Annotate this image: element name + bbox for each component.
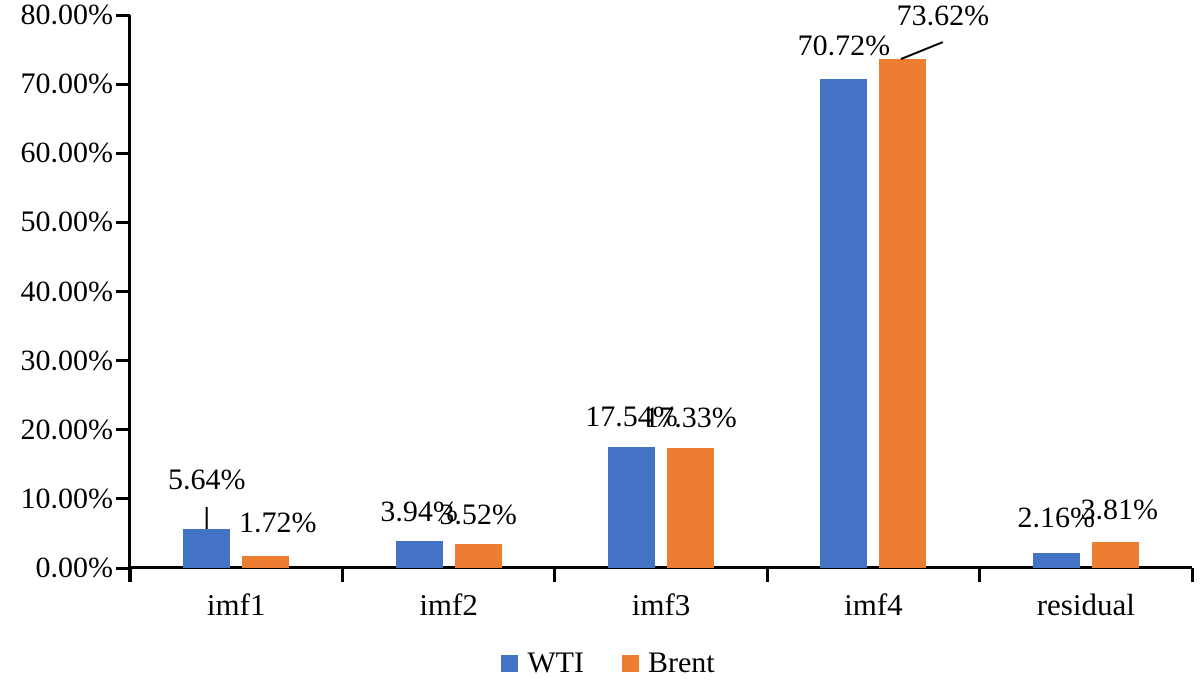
data-label-WTI-residual: 2.16% xyxy=(1017,501,1096,535)
bar-Brent-imf1 xyxy=(242,556,290,568)
bar-WTI-imf2 xyxy=(395,540,443,568)
legend-label: WTI xyxy=(527,646,584,679)
data-label-WTI-imf3: 17.54% xyxy=(585,399,678,433)
y-axis-tick-label: 10.00% xyxy=(20,481,114,515)
bar-Brent-imf3 xyxy=(667,448,714,568)
data-label-Brent-imf3: 17.33% xyxy=(644,401,737,435)
bar-WTI-residual xyxy=(1032,553,1080,568)
category-label-imf4: imf4 xyxy=(844,587,903,622)
x-axis-line xyxy=(128,566,1192,569)
bar-Brent-imf2 xyxy=(454,543,502,568)
category-label-imf2: imf2 xyxy=(419,587,478,622)
legend-label: Brent xyxy=(647,646,715,679)
y-axis-tick xyxy=(116,220,130,224)
y-axis-tick xyxy=(116,151,130,155)
y-axis-tick-label: 0.00% xyxy=(35,551,114,584)
legend-swatch-icon xyxy=(621,654,639,672)
bar-WTI-imf3 xyxy=(608,446,655,568)
y-axis-tick xyxy=(116,497,130,501)
data-label-WTI-imf1: 5.64% xyxy=(167,463,246,497)
y-axis-tick-label: 60.00% xyxy=(20,136,114,170)
x-axis-tick xyxy=(553,568,557,582)
y-axis-tick xyxy=(116,290,130,293)
y-axis-tick xyxy=(116,13,130,17)
data-label-WTI-imf2: 3.94% xyxy=(380,494,458,528)
y-axis-line xyxy=(128,15,131,582)
legend-item-Brent: Brent xyxy=(621,646,715,679)
bar-WTI-imf1 xyxy=(183,529,231,568)
data-label-Brent-imf2: 3.52% xyxy=(439,497,517,531)
leader-line-diagonal xyxy=(900,41,944,61)
legend: WTI Brent xyxy=(8,648,1200,678)
y-axis-tick-label: 80.00% xyxy=(20,0,114,31)
x-axis-tick xyxy=(765,568,769,582)
y-axis-tick-label: 50.00% xyxy=(20,205,114,239)
data-label-Brent-residual: 3.81% xyxy=(1080,492,1159,526)
y-axis-tick-label: 70.00% xyxy=(20,67,114,101)
x-axis-tick xyxy=(340,568,344,582)
data-label-WTI-imf4: 70.72% xyxy=(797,29,891,63)
category-label-imf1: imf1 xyxy=(206,587,266,622)
legend-item-WTI: WTI xyxy=(501,648,584,678)
bar-Brent-imf4 xyxy=(879,59,927,568)
y-axis-tick-label: 30.00% xyxy=(20,343,114,377)
y-axis-tick xyxy=(116,566,130,570)
x-axis-tick xyxy=(1190,568,1194,582)
legend-swatch-icon xyxy=(501,654,519,672)
y-axis-tick xyxy=(116,359,130,363)
category-label-residual: residual xyxy=(1036,587,1135,622)
y-axis-tick-label: 20.00% xyxy=(20,412,114,446)
x-axis-tick xyxy=(128,568,132,582)
y-axis-tick-label: 40.00% xyxy=(20,274,114,308)
data-label-Brent-imf1: 1.72% xyxy=(238,506,317,540)
bar-WTI-imf4 xyxy=(820,79,868,568)
category-label-imf3: imf3 xyxy=(631,587,691,622)
bar-Brent-residual xyxy=(1091,541,1139,568)
x-axis-tick xyxy=(978,568,982,582)
data-label-Brent-imf4: 73.62% xyxy=(896,0,990,33)
y-axis-tick xyxy=(116,82,130,86)
y-axis-tick xyxy=(116,428,130,432)
